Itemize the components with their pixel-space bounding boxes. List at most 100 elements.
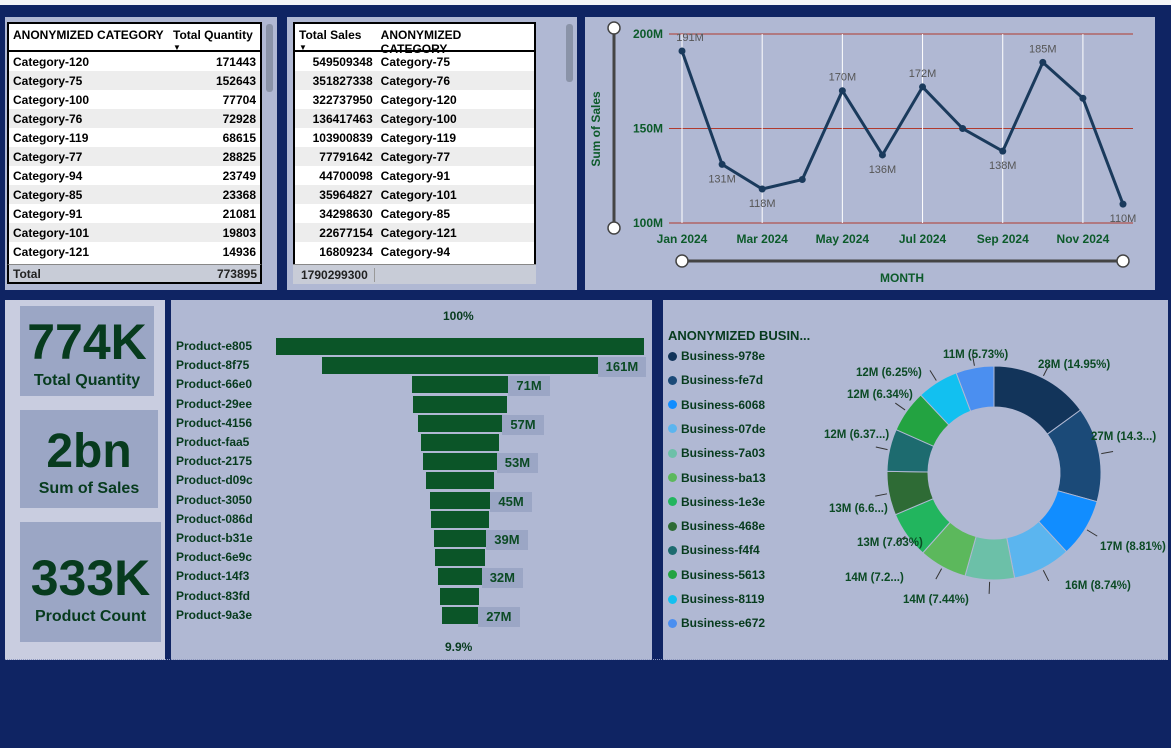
data-point[interactable] <box>718 160 726 168</box>
table-row[interactable]: Category-85 23368 <box>9 185 260 204</box>
sales-cell: 549509348 <box>312 54 373 69</box>
table-row[interactable]: 34298630 Category-85 <box>295 204 534 223</box>
category-cell: Category-75 <box>13 73 83 88</box>
legend-item[interactable]: Business-07de <box>668 422 766 436</box>
table-row[interactable]: Category-91 21081 <box>9 204 260 223</box>
funnel-bar[interactable] <box>433 530 487 547</box>
table-row[interactable]: Category-120 171443 <box>9 52 260 71</box>
table-row[interactable]: Category-75 152643 <box>9 71 260 90</box>
table-row[interactable]: Category-119 68615 <box>9 128 260 147</box>
table-row[interactable]: 22677154 Category-121 <box>295 223 534 242</box>
category-cell: Category-91 <box>380 168 451 183</box>
y-slider-handle-top[interactable] <box>607 21 621 35</box>
sales-cell: 44700098 <box>319 168 373 183</box>
funnel-bar[interactable] <box>421 434 499 451</box>
data-point[interactable] <box>678 47 686 55</box>
category-cell: Category-121 <box>380 225 457 240</box>
legend-item[interactable]: Business-7a03 <box>668 446 765 460</box>
data-point[interactable] <box>1039 58 1047 66</box>
funnel-bar[interactable] <box>440 587 480 605</box>
y-slider-handle-bottom[interactable] <box>607 221 621 235</box>
legend-item[interactable]: Business-468e <box>668 519 765 533</box>
sales-table-scrollbar[interactable] <box>566 24 573 82</box>
legend-item[interactable]: Business-8119 <box>668 592 764 606</box>
table-row[interactable]: Category-94 23749 <box>9 166 260 185</box>
table-row[interactable]: 322737950 Category-120 <box>295 90 534 109</box>
x-axis-title: MONTH <box>880 271 924 285</box>
funnel-value-label: 57M <box>502 414 544 435</box>
table-row[interactable]: Category-100 77704 <box>9 90 260 109</box>
funnel-value-label: 39M <box>486 530 528 550</box>
legend-label: Business-e672 <box>681 616 766 631</box>
funnel-bar[interactable] <box>431 510 489 528</box>
legend-item[interactable]: Business-ba13 <box>668 471 766 485</box>
line-chart: Sum of Sales MONTH 200M 150M 100M Jan 2024 M… <box>589 21 1136 285</box>
funnel-value-label: 45M <box>490 491 532 512</box>
data-point[interactable] <box>919 83 927 91</box>
quantity-table: ANONYMIZED CATEGORY Total Quantity ▼ Cate… <box>7 22 262 266</box>
table-row[interactable]: Category-121 14936 <box>9 242 260 261</box>
data-point[interactable] <box>1119 200 1127 208</box>
sales-table: Total Sales ▼ ANONYMIZED CATEGORY 5495093… <box>293 22 536 266</box>
category-cell: Category-100 <box>13 92 90 107</box>
funnel-bar[interactable] <box>438 568 482 586</box>
legend-item[interactable]: Business-978e <box>668 349 765 363</box>
data-label: 172M <box>909 68 937 80</box>
category-column-header[interactable]: ANONYMIZED CATEGORY <box>380 28 462 56</box>
quantity-cell: 171443 <box>215 54 256 69</box>
legend-dot-icon <box>668 545 677 555</box>
sales-column-header[interactable]: Total Sales ▼ <box>299 28 362 52</box>
category-cell: Category-94 <box>380 244 451 259</box>
table-row[interactable]: 549509348 Category-75 <box>295 52 534 71</box>
funnel-bar[interactable] <box>434 549 486 567</box>
table-row[interactable]: Category-76 72928 <box>9 109 260 128</box>
data-point[interactable] <box>1079 94 1087 102</box>
table-row[interactable]: 136417463 Category-100 <box>295 109 534 128</box>
x-tick-label: May 2024 <box>816 232 870 246</box>
funnel-bar[interactable] <box>322 357 598 375</box>
table-row[interactable]: 103900839 Category-119 <box>295 128 534 147</box>
quantity-table-scrollbar[interactable] <box>266 24 273 92</box>
data-point[interactable] <box>798 176 806 184</box>
quantity-column-header[interactable]: Total Quantity ▼ <box>173 28 253 52</box>
legend-dot-icon <box>668 594 677 604</box>
data-point[interactable] <box>758 185 766 193</box>
funnel-bar[interactable] <box>425 472 495 490</box>
table-row[interactable]: 77791642 Category-77 <box>295 147 534 166</box>
legend-item[interactable]: Business-1e3e <box>668 495 765 509</box>
table-row[interactable]: 16809234 Category-94 <box>295 242 534 261</box>
legend-item[interactable]: Business-fe7d <box>668 373 763 387</box>
x-slider-handle-right[interactable] <box>1116 254 1130 268</box>
legend-item[interactable]: Business-5613 <box>668 568 765 582</box>
table-row[interactable]: 44700098 Category-91 <box>295 166 534 185</box>
data-point[interactable] <box>838 87 846 95</box>
funnel-bar[interactable] <box>429 491 491 509</box>
x-slider-handle-left[interactable] <box>675 254 689 268</box>
category-cell: Category-121 <box>13 244 90 259</box>
funnel-product-label: Product-3050 <box>176 492 253 507</box>
legend-item[interactable]: Business-e672 <box>668 616 765 630</box>
legend-item[interactable]: Business-f4f4 <box>668 543 760 557</box>
funnel-bar[interactable] <box>276 338 644 355</box>
data-point[interactable] <box>999 147 1007 155</box>
table-row[interactable]: Category-101 19803 <box>9 223 260 242</box>
table-row[interactable]: 351827338 Category-76 <box>295 71 534 90</box>
funnel-bar[interactable] <box>423 453 497 471</box>
funnel-bar[interactable] <box>411 376 509 394</box>
legend-item[interactable]: Business-6068 <box>668 398 765 412</box>
legend-title: ANONYMIZED BUSIN... <box>668 328 811 343</box>
donut-slice[interactable] <box>955 365 995 412</box>
leader-line <box>1086 529 1098 537</box>
category-cell: Category-85 <box>380 206 451 221</box>
donut-chart: 28M (14.95%) 27M (14.3...) 17M (8.81%) 16M … <box>824 349 1166 606</box>
funnel-bar[interactable] <box>412 395 508 413</box>
quantity-cell: 152643 <box>215 73 256 88</box>
category-column-header[interactable]: ANONYMIZED CATEGORY <box>13 28 164 42</box>
funnel-bar[interactable] <box>441 606 479 624</box>
table-row[interactable]: Category-77 28825 <box>9 147 260 166</box>
total-quantity-value: 773895 <box>216 266 257 281</box>
data-point[interactable] <box>959 125 967 132</box>
funnel-bar[interactable] <box>417 414 503 432</box>
data-point[interactable] <box>878 151 886 159</box>
table-row[interactable]: 35964827 Category-101 <box>295 185 534 204</box>
